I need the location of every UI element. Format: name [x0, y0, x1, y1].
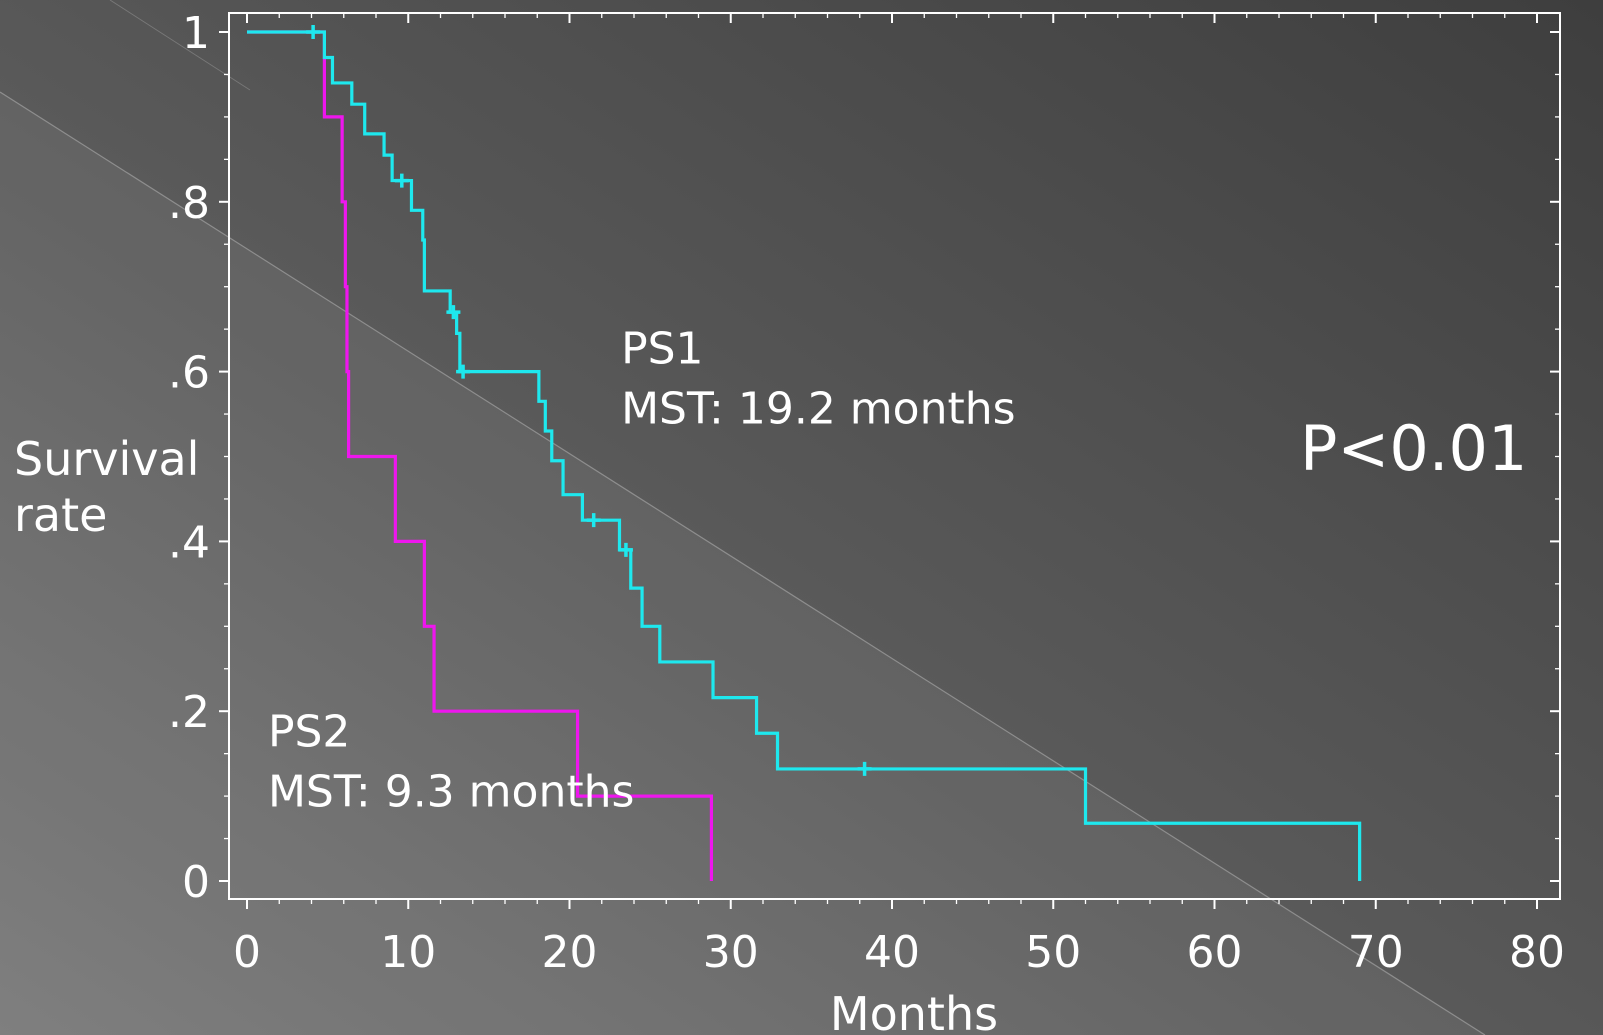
ps1-censor-mark: [456, 364, 471, 379]
tick-labels: 0 10 20 30 40 50 60 70 80 0 .2 .4 .6 .8 1: [168, 8, 1565, 978]
y-tick-label: .4: [168, 517, 210, 568]
y-tick-label: .8: [168, 178, 210, 229]
ps1-censor-mark: [618, 542, 633, 557]
y-tick-label: 1: [182, 8, 210, 59]
axis-ticks: [219, 13, 1560, 909]
x-tick-label: 20: [542, 927, 598, 978]
x-tick-label: 70: [1348, 927, 1404, 978]
x-axis-label: Months: [830, 987, 998, 1035]
p-value-label: P<0.01: [1300, 412, 1527, 485]
ps2-annotation-name: PS2: [268, 707, 350, 758]
x-tick-label: 30: [703, 927, 759, 978]
x-tick-label: 60: [1187, 927, 1243, 978]
ps1-survival-curve: [247, 30, 1362, 881]
y-axis-label-line-1: Survival: [14, 432, 199, 486]
y-tick-label: 0: [182, 857, 210, 908]
y-tick-label: .2: [168, 687, 210, 738]
ps1-censor-mark: [586, 513, 601, 528]
ps1-annotation-mst: MST: 19.2 months: [621, 384, 1015, 435]
x-tick-label: 40: [864, 927, 920, 978]
background-diagonal: [0, 91, 1486, 1035]
x-tick-label: 0: [233, 927, 261, 978]
ps2-survival-curve: [247, 30, 713, 881]
x-tick-label: 10: [380, 927, 436, 978]
ps1-censor-mark: [394, 173, 409, 188]
ps1-censor-mark: [857, 761, 872, 776]
series-layer: [247, 25, 1362, 881]
y-axis-label-line-2: rate: [14, 488, 107, 542]
ps1-censor-mark: [446, 305, 461, 320]
x-tick-label: 80: [1509, 927, 1565, 978]
ps1-censor-mark: [306, 25, 321, 39]
x-tick-label: 50: [1025, 927, 1081, 978]
ps1-annotation-name: PS1: [621, 324, 703, 375]
y-tick-label: .6: [168, 348, 210, 399]
ps2-annotation-mst: MST: 9.3 months: [268, 767, 634, 818]
